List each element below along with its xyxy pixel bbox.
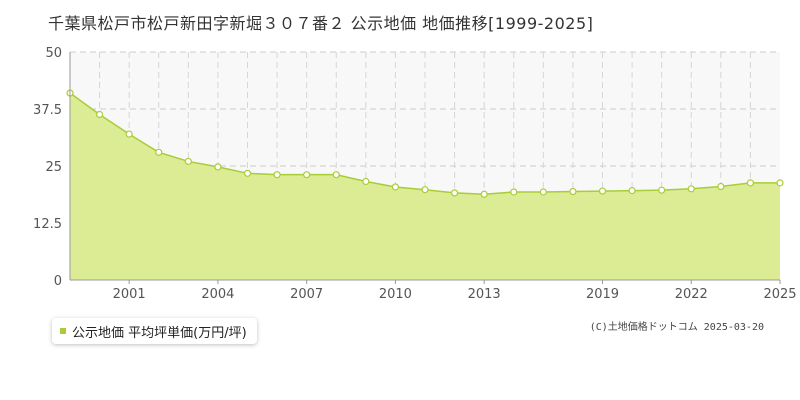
data-point (332, 171, 340, 179)
legend-swatch (60, 328, 66, 334)
x-tick-label: 2010 (379, 287, 412, 302)
chart-legend: 公示地価 平均坪単価(万円/坪) (52, 318, 257, 344)
x-axis-ticks: 2001 2004 2007 2010 2013 2019 2022 2025 (113, 280, 797, 302)
x-tick-label: 2013 (468, 287, 501, 302)
data-point (273, 171, 281, 179)
x-tick-label: 2007 (290, 287, 323, 302)
series-area (66, 89, 784, 280)
x-tick-label: 2025 (763, 287, 796, 302)
x-tick-label: 2004 (201, 287, 234, 302)
chart-title: 千葉県松戸市松戸新田字新堀３０７番２ 公示地価 地価推移[1999-2025] (48, 14, 594, 33)
y-tick-label: 12.5 (33, 217, 62, 232)
series-fill (70, 93, 780, 280)
x-tick-label: 2019 (586, 287, 619, 302)
legend-label: 公示地価 平均坪単価(万円/坪) (72, 325, 247, 341)
x-tick-label: 2022 (675, 287, 708, 302)
y-tick-label: 25 (45, 160, 62, 175)
data-point (717, 182, 725, 191)
data-point (421, 186, 429, 194)
axes (69, 52, 780, 281)
data-point (243, 169, 252, 177)
data-point (391, 183, 400, 191)
data-point (303, 171, 311, 179)
copyright-text: (C)土地価格ドットコム 2025-03-20 (589, 322, 764, 333)
data-point (687, 185, 695, 193)
data-point (658, 186, 666, 194)
data-point (155, 148, 163, 156)
data-point (776, 179, 784, 187)
data-point (480, 190, 488, 198)
data-point (450, 189, 459, 197)
data-point (125, 130, 133, 138)
y-tick-label: 50 (45, 46, 62, 61)
y-tick-label: 37.5 (33, 103, 62, 118)
data-point (510, 188, 518, 196)
x-tick-label: 2001 (113, 287, 146, 302)
data-point (95, 110, 104, 119)
data-point (598, 187, 607, 195)
data-point (184, 157, 192, 166)
data-point (214, 163, 222, 171)
data-point (746, 179, 755, 187)
data-point (628, 187, 636, 195)
y-axis-ticks: 0 12.5 25 37.5 50 (33, 46, 62, 289)
y-tick-label: 0 (54, 274, 62, 289)
data-point (362, 177, 370, 186)
data-point (539, 188, 547, 196)
data-point (569, 187, 577, 196)
